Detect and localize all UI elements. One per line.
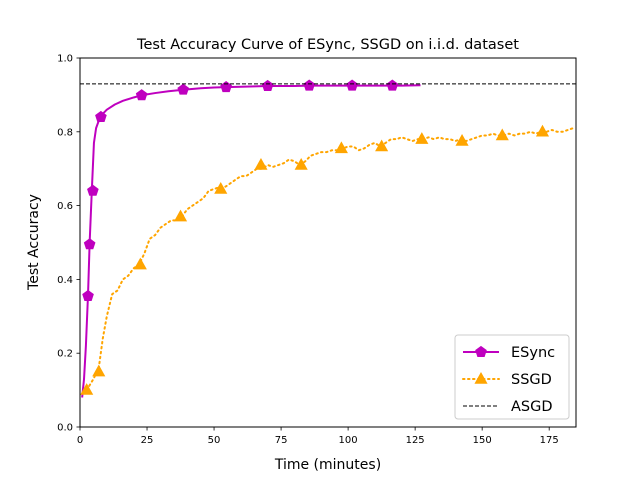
data-point-ssgd [92, 364, 106, 377]
legend-label: ESync [511, 345, 555, 361]
x-tick-label: 125 [406, 435, 425, 446]
legend-marker [475, 345, 487, 357]
y-tick-label: 0.4 [57, 275, 73, 286]
x-tick-label: 175 [540, 435, 559, 446]
data-point-ssgd [294, 157, 308, 170]
series-line-ssgd [85, 127, 575, 392]
plot-frame [79, 57, 577, 428]
x-tick-label: 50 [208, 435, 221, 446]
legend-item-ssgd: SSGD [462, 371, 552, 388]
data-point-ssgd [80, 383, 94, 395]
series-esync [81, 79, 421, 398]
legend-label: ASGD [511, 399, 553, 415]
legend-label: SSGD [511, 372, 552, 388]
x-tick-label: 100 [339, 435, 358, 446]
data-point-ssgd [173, 209, 188, 222]
data-point-esync [220, 81, 232, 93]
x-tick-label: 150 [473, 435, 492, 446]
y-tick-label: 0.6 [57, 201, 73, 212]
series-ssgd [80, 124, 575, 395]
data-point-ssgd [254, 157, 268, 170]
y-tick-label: 1.0 [57, 54, 73, 65]
y-tick-label: 0.8 [57, 127, 73, 138]
legend-item-asgd: ASGD [463, 399, 553, 415]
data-point-ssgd [214, 181, 228, 194]
legend-marker [474, 371, 488, 384]
y-axis-label: Test Accuracy [26, 194, 42, 291]
x-tick-label: 25 [141, 435, 154, 446]
data-point-esync [83, 238, 96, 250]
data-point-esync [135, 89, 148, 101]
x-tick-label: 0 [77, 435, 83, 446]
data-point-esync [95, 110, 107, 122]
x-axis: 0 25 50 75 100 125 150 175 [77, 427, 559, 446]
x-axis-label: Time (minutes) [274, 457, 381, 473]
data-point-esync [177, 83, 190, 95]
data-point-ssgd [535, 124, 550, 137]
y-tick-label: 0.2 [57, 349, 73, 360]
data-point-ssgd [133, 257, 147, 270]
legend-item-esync: ESync [463, 345, 555, 361]
plot-area [79, 57, 577, 428]
data-point-ssgd [334, 141, 348, 154]
series-layer [80, 79, 576, 398]
data-point-ssgd [415, 132, 429, 144]
y-tick-label: 0.0 [57, 423, 73, 434]
x-tick-label: 75 [275, 435, 288, 446]
legend: ESync SSGD ASGD [454, 334, 570, 420]
data-point-esync [87, 184, 99, 196]
data-point-ssgd [455, 134, 469, 146]
y-axis: 0.0 0.2 0.4 0.6 0.8 1.0 [57, 54, 80, 434]
data-point-ssgd [375, 139, 389, 152]
data-point-ssgd [495, 128, 509, 141]
chart-title: Test Accuracy Curve of ESync, SSGD on i.… [136, 37, 519, 53]
data-point-esync [82, 289, 94, 301]
